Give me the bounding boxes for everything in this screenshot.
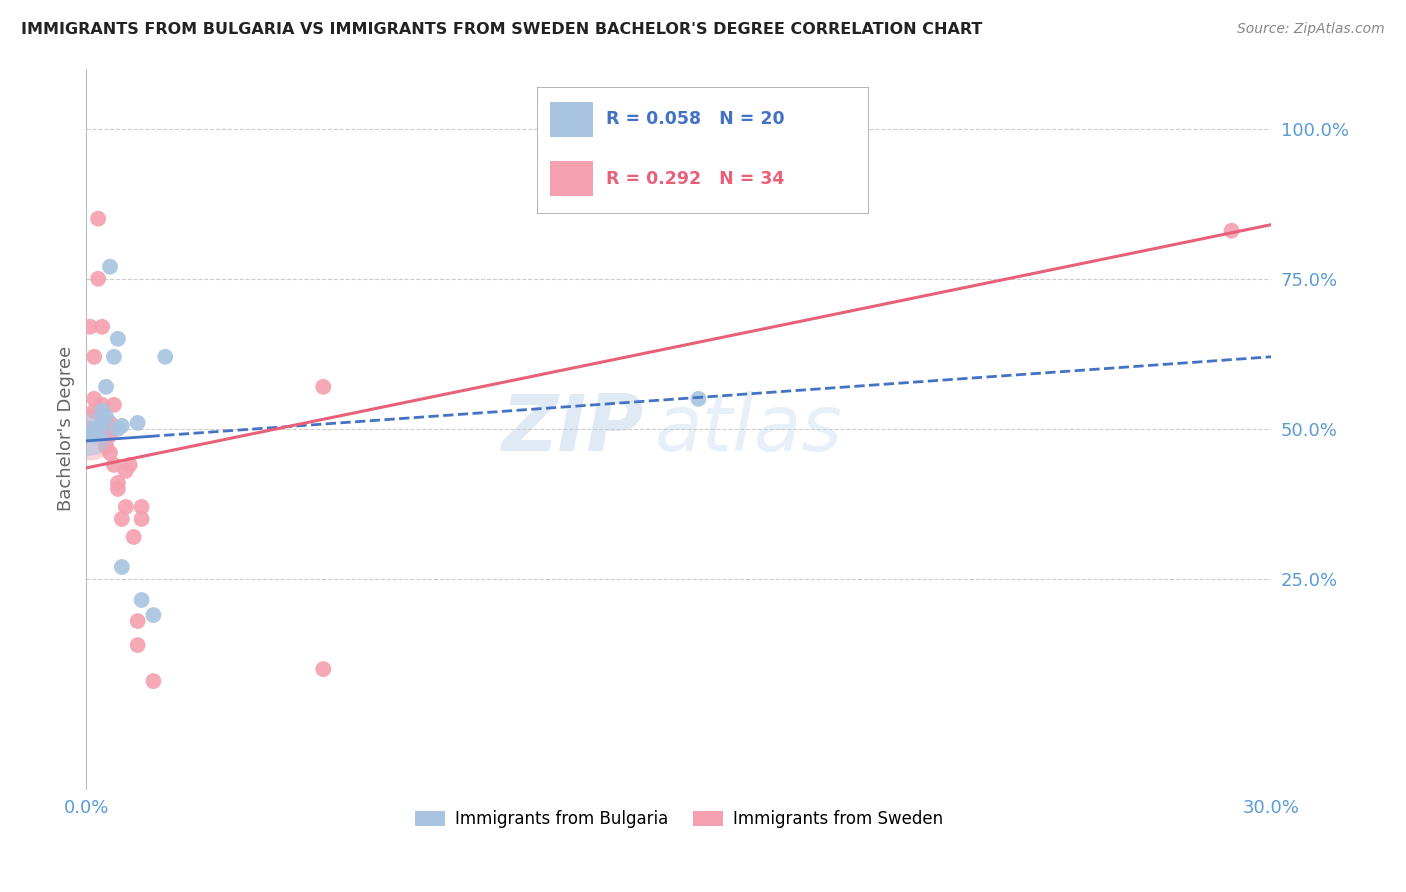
Point [107, 332, 129, 346]
Point [312, 662, 335, 676]
Point [98, 260, 121, 274]
Point [79, 428, 101, 442]
Point [107, 475, 129, 490]
Point [312, 380, 335, 394]
Point [142, 608, 165, 623]
Point [155, 350, 177, 364]
Point [103, 458, 125, 472]
Point [111, 512, 134, 526]
Point [111, 418, 134, 433]
Point [87, 271, 110, 285]
Point [91, 404, 114, 418]
Point [79, 319, 101, 334]
Point [94, 428, 117, 442]
Point [1220, 224, 1243, 238]
Point [83, 392, 105, 406]
Point [87, 422, 110, 436]
Point [111, 560, 134, 574]
Point [87, 211, 110, 226]
Point [98, 422, 121, 436]
Point [91, 319, 114, 334]
Point [79, 422, 101, 436]
Point [83, 350, 105, 364]
Point [98, 416, 121, 430]
Point [91, 398, 114, 412]
Point [127, 638, 149, 652]
Legend: Immigrants from Bulgaria, Immigrants from Sweden: Immigrants from Bulgaria, Immigrants fro… [408, 804, 949, 835]
Point [118, 458, 141, 472]
Point [114, 464, 136, 478]
Point [628, 128, 651, 142]
Point [94, 409, 117, 424]
Text: IMMIGRANTS FROM BULGARIA VS IMMIGRANTS FROM SWEDEN BACHELOR'S DEGREE CORRELATION: IMMIGRANTS FROM BULGARIA VS IMMIGRANTS F… [21, 22, 983, 37]
Point [79, 428, 101, 442]
Point [127, 614, 149, 628]
Point [79, 428, 101, 442]
Point [83, 404, 105, 418]
Point [688, 392, 710, 406]
Y-axis label: Bachelor's Degree: Bachelor's Degree [58, 346, 75, 511]
Text: Source: ZipAtlas.com: Source: ZipAtlas.com [1237, 22, 1385, 37]
Point [107, 482, 129, 496]
Point [114, 500, 136, 514]
Point [103, 350, 125, 364]
Point [98, 446, 121, 460]
Point [131, 512, 153, 526]
Point [83, 428, 105, 442]
Point [87, 428, 110, 442]
Point [91, 416, 114, 430]
Point [127, 416, 149, 430]
Point [83, 422, 105, 436]
Point [107, 422, 129, 436]
Point [122, 530, 145, 544]
Point [103, 398, 125, 412]
Text: atlas: atlas [655, 391, 842, 467]
Point [98, 428, 121, 442]
Text: ZIP: ZIP [501, 391, 643, 467]
Point [94, 380, 117, 394]
Point [94, 440, 117, 454]
Point [142, 674, 165, 689]
Point [94, 416, 117, 430]
Point [131, 500, 153, 514]
Point [131, 593, 153, 607]
